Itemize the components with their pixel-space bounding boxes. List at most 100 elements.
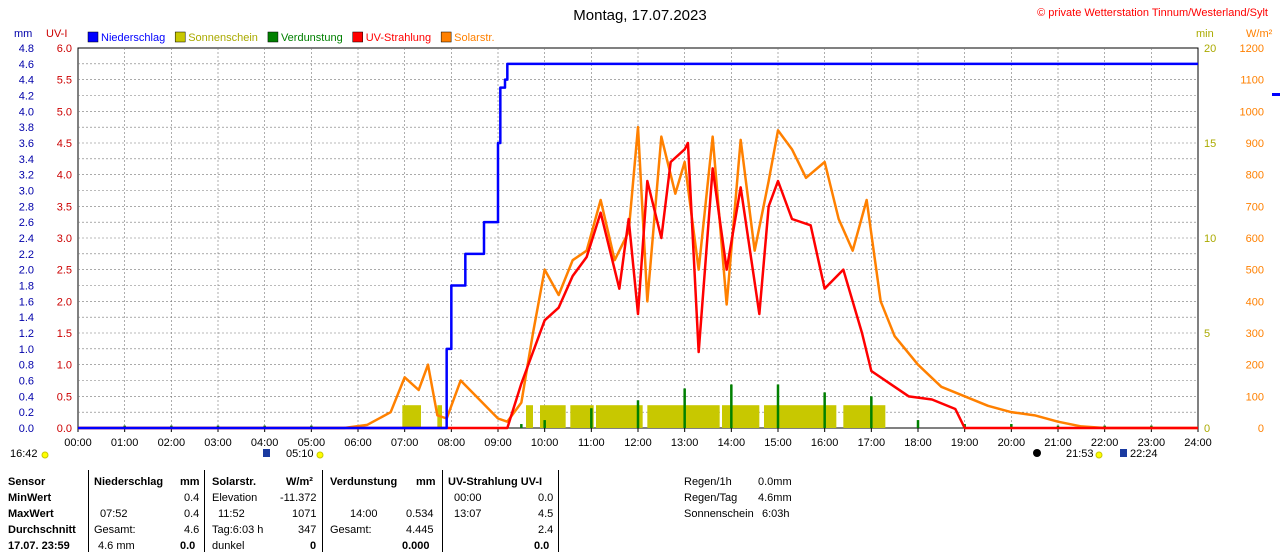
sunshine-block [843,405,886,428]
current-precip-marker [1272,93,1280,96]
row-label-min: MinWert [8,492,52,504]
uv-tick-label: 4.5 [57,138,72,150]
x-tick-label: 20:00 [998,437,1026,449]
sunshine-block [570,405,594,428]
wm2-tick-label: 700 [1246,201,1264,213]
uv-min-time: 00:00 [454,492,482,504]
extra-sunshine-label: Sonnenschein [684,508,754,520]
copyright: © private Wetterstation Tinnum/Westerlan… [1037,7,1268,19]
x-tick-label: 16:00 [811,437,839,449]
sunset-icon [1095,451,1103,459]
solar-elevation: -11.372 [280,492,317,504]
sunrise-icon [316,451,324,459]
uv-avg: 2.4 [538,524,554,536]
verdunstung-total-label: Gesamt: [330,524,372,536]
x-tick-label: 13:00 [671,437,699,449]
moon-icon [263,449,270,457]
uv-current: 0.0 [534,540,550,552]
sunshine-block [402,405,421,428]
uv-tick-label: 2.5 [57,265,72,277]
x-tick-label: 21:00 [1044,437,1072,449]
verdunstung-total: 4.445 [406,524,434,536]
uv-tick-label: 3.5 [57,201,72,213]
legend-swatch [174,31,186,43]
x-tick-label: 03:00 [204,437,232,449]
legend-label: UV-Strahlung [366,32,431,44]
unit-mm: mm [14,28,32,40]
unit-wm2: W/m² [1246,28,1273,40]
x-tick-label: 06:00 [344,437,372,449]
x-tick-label: 22:00 [1091,437,1119,449]
uv-tick-label: 0.5 [57,391,72,403]
verdunstung-unit: mm [416,476,436,488]
mm-tick-label: 1.2 [19,328,34,340]
solar-max: 1071 [292,508,317,520]
sunshine-block [722,405,760,428]
verdunstung-max-time: 14:00 [350,508,378,520]
uv-max-time: 13:07 [454,508,482,520]
legend-label: Sonnenschein [188,32,258,44]
niederschlag-min: 0.4 [184,492,200,504]
wm2-tick-label: 0 [1258,423,1264,435]
mm-tick-label: 4.6 [19,59,34,71]
niederschlag-max-time: 07:52 [100,508,128,520]
mm-tick-label: 4.8 [19,43,34,55]
unit-uv: UV-I [46,28,67,40]
uv-tick-label: 4.0 [57,170,72,182]
legend-swatch [352,31,363,43]
row-label-max: MaxWert [8,508,54,520]
uv-tick-label: 5.5 [57,75,72,87]
x-tick-label: 10:00 [531,437,559,449]
mm-tick-label: 3.4 [19,154,34,166]
wm2-tick-label: 900 [1246,138,1264,150]
mm-tick-label: 0.0 [19,423,34,435]
wm2-tick-label: 100 [1246,391,1264,403]
row-label-avg: Durchschnitt [8,524,76,536]
time-mark-sunset: 21:53 [1066,448,1094,460]
mm-tick-label: 3.8 [19,122,34,134]
x-tick-label: 05:00 [298,437,326,449]
min-tick-label: 10 [1204,233,1216,245]
niederschlag-header: Niederschlag [94,476,164,488]
mm-tick-label: 2.4 [19,233,34,245]
mm-tick-label: 1.8 [19,281,34,293]
uv-tick-label: 1.0 [57,360,72,372]
uv-tick-label: 6.0 [57,43,72,55]
sunshine-block [526,405,533,428]
time-mark-sunrise: 05:10 [286,448,314,460]
weather-chart: 00:00 01:00 02:00 03:00 04:00 05:00 06:00 07:00… [10,7,1280,460]
x-tick-label: 00:00 [64,437,92,449]
uv-tick-label: 5.0 [57,106,72,118]
mm-tick-label: 2.0 [19,265,34,277]
min-tick-label: 20 [1204,43,1216,55]
mm-tick-label: 3.2 [19,170,34,182]
sunshine-block [540,405,566,428]
wm2-tick-label: 600 [1246,233,1264,245]
row-label-current: 17.07. 23:59 [8,540,70,552]
solar-unit: W/m² [286,476,313,488]
mm-tick-label: 2.8 [19,201,34,213]
legend-label: Niederschlag [101,32,165,44]
verdunstung-header: Verdunstung [330,476,398,488]
wm2-tick-label: 400 [1246,296,1264,308]
mm-tick-label: 1.4 [19,312,34,324]
uv-tick-label: 3.0 [57,233,72,245]
extra-rain-day-value: 4.6mm [758,492,792,504]
mm-tick-label: 0.6 [19,376,34,388]
uv-header: UV-Strahlung UV-I [448,476,543,488]
min-tick-label: 15 [1204,138,1216,150]
min-tick-label: 5 [1204,328,1210,340]
niederschlag-total-label: Gesamt: [94,524,136,536]
mm-tick-label: 1.6 [19,296,34,308]
uv-tick-label: 1.5 [57,328,72,340]
mm-tick-label: 1.0 [19,344,34,356]
time-mark-moonrise: 22:24 [1130,448,1158,460]
niederschlag-current: 0.0 [180,540,196,552]
sunshine-block [596,405,643,428]
niederschlag-unit: mm [180,476,200,488]
mm-tick-label: 2.6 [19,217,34,229]
unit-min: min [1196,28,1214,40]
wm2-tick-label: 500 [1246,265,1264,277]
niederschlag-current-label: 4.6 mm [98,540,135,552]
mm-tick-label: 4.2 [19,91,34,103]
